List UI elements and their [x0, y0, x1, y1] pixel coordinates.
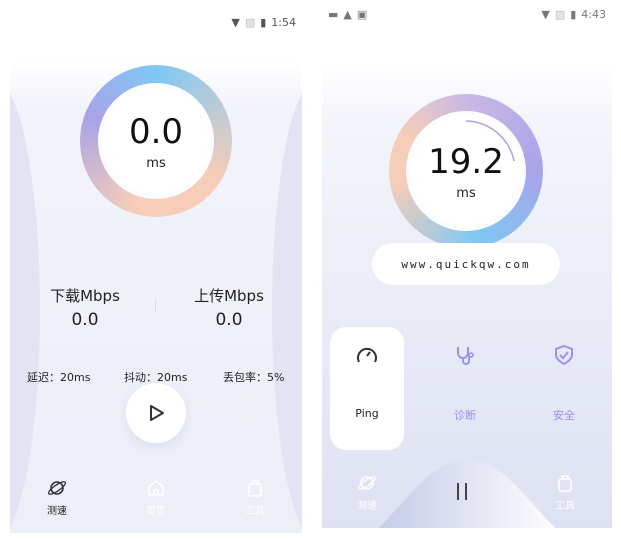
nav-speedtest[interactable]: 测速	[342, 473, 392, 512]
start-button[interactable]	[126, 383, 186, 443]
status-bar: ▼ ▧ ▮ 4:43	[541, 8, 606, 21]
latency-stat: 延迟：20ms	[27, 371, 91, 384]
download-stat: 下载Mbps 0.0	[30, 285, 140, 330]
play-icon	[150, 405, 164, 421]
download-value: 0.0	[71, 310, 99, 330]
upload-value: 0.0	[215, 310, 243, 330]
card-security[interactable]: 安全	[527, 344, 601, 423]
packet-loss-stat: 丢包率：5%	[223, 371, 285, 384]
server-url: www.quickqw.com	[372, 243, 560, 285]
nav-tools[interactable]: 工具	[540, 473, 590, 512]
gauge-value: 19.2	[428, 141, 504, 182]
card-label: Ping	[355, 407, 379, 420]
battery-icon: ▮	[260, 16, 267, 29]
speed-test-screen: ▼ ▧ ▮ 1:54 0.0 ms 下载Mbps 0.0 上传Mbps 0.0 …	[10, 0, 302, 533]
nav-home[interactable]: 首页	[131, 478, 181, 517]
status-bar: ▼ ▧ ▮ 1:54	[231, 16, 296, 29]
latency-gauge: 19.2 ms	[389, 94, 543, 248]
bottom-hill	[378, 460, 556, 528]
card-ping[interactable]	[330, 327, 404, 450]
toolbox-icon	[558, 475, 572, 492]
wifi-icon: ▼	[231, 16, 240, 29]
latency-gauge: 0.0 ms	[80, 65, 232, 217]
stethoscope-icon	[457, 347, 474, 365]
ping-screen: ▬ ▲ ▣ ▼ ▧ ▮ 4:43 19.2 ms www.quickqw.com…	[322, 0, 612, 528]
speedometer-icon	[357, 347, 377, 363]
notification-icon: ▬	[328, 8, 339, 21]
planet-icon	[357, 476, 377, 490]
nav-label: 测速	[357, 501, 377, 512]
card-label: 诊断	[454, 409, 476, 422]
home-icon	[148, 479, 164, 496]
jitter-stat: 抖动：20ms	[124, 371, 188, 384]
app-icon: ▣	[356, 8, 368, 21]
card-ping-content[interactable]: Ping	[330, 345, 404, 420]
pause-icon-bar	[465, 483, 467, 500]
no-sim-icon: ▧	[554, 8, 566, 21]
nav-label: 首页	[146, 506, 166, 517]
nav-tools[interactable]: 工具	[230, 478, 280, 517]
wifi-icon: ▼	[541, 8, 550, 21]
card-label: 安全	[553, 409, 575, 422]
clock: 1:54	[271, 16, 296, 29]
card-diagnose[interactable]: 诊断	[428, 345, 502, 423]
planet-icon	[47, 481, 67, 495]
status-bar-left: ▬ ▲ ▣	[328, 8, 367, 21]
upload-label: 上传Mbps	[194, 287, 264, 305]
pause-icon	[457, 483, 459, 500]
divider	[155, 298, 156, 312]
gauge-unit: ms	[146, 155, 166, 171]
warning-icon: ▲	[343, 8, 352, 21]
toolbox-icon	[248, 480, 262, 497]
gauge-unit: ms	[456, 185, 476, 201]
battery-icon: ▮	[570, 8, 577, 21]
pause-button[interactable]	[457, 483, 467, 500]
no-sim-icon: ▧	[244, 16, 256, 29]
clock: 4:43	[581, 8, 606, 21]
download-label: 下载Mbps	[50, 287, 120, 305]
shield-check-icon	[555, 344, 573, 366]
nav-label: 工具	[555, 501, 575, 512]
nav-label: 工具	[245, 506, 265, 517]
upload-stat: 上传Mbps 0.0	[174, 285, 284, 330]
nav-label: 测速	[47, 506, 67, 517]
nav-speedtest[interactable]: 测速	[32, 478, 82, 517]
progress-arc	[465, 120, 515, 162]
gauge-value: 0.0	[128, 111, 184, 152]
